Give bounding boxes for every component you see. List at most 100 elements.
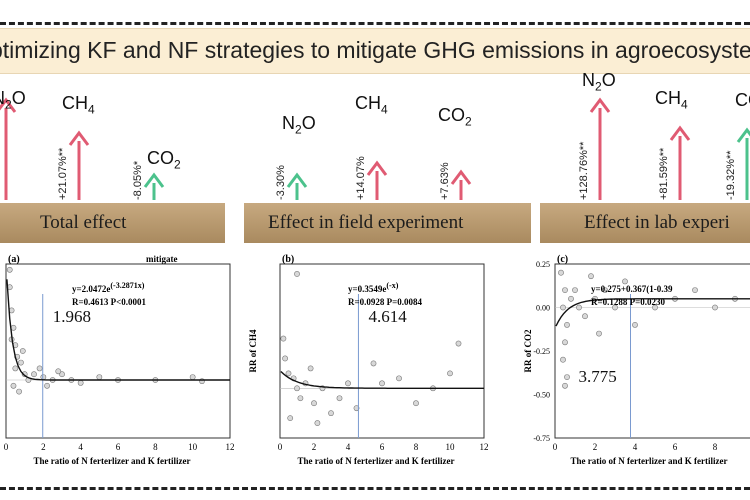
- gas-label: CO2: [735, 90, 750, 110]
- arrow-head: [143, 172, 165, 188]
- percent-change: -8.05%*: [132, 160, 144, 200]
- data-point: [19, 348, 26, 354]
- data-point: [562, 382, 568, 389]
- panel-label: (b): [282, 254, 294, 265]
- data-point: [6, 266, 13, 273]
- x-tick-label: 6: [673, 442, 678, 452]
- x-tick-label: 4: [346, 442, 351, 452]
- data-point: [36, 365, 43, 372]
- threshold-value: 1.968: [53, 307, 91, 326]
- fit-curve: [6, 279, 230, 381]
- y-tick-label: 0.00: [536, 304, 550, 313]
- y-tick-label: -0.75: [533, 434, 550, 443]
- data-point: [632, 322, 638, 328]
- gas-label: CO2: [438, 105, 472, 129]
- data-point: [353, 405, 360, 412]
- panel-label: (a): [8, 254, 20, 265]
- data-point: [564, 374, 570, 380]
- arrow-shaft: [295, 183, 299, 200]
- soil-band-total: Total effect: [0, 203, 225, 243]
- arrow-head: [0, 97, 17, 113]
- data-point: [345, 380, 351, 387]
- percent-change: -19.32%**: [725, 150, 737, 200]
- banner-title: ptimizing KF and NF strategies to mitiga…: [0, 37, 750, 63]
- gas-label: CH4: [655, 88, 688, 112]
- data-point: [560, 304, 566, 311]
- data-point: [564, 322, 570, 328]
- data-point: [18, 359, 24, 366]
- bottom-dashed-divider: [0, 487, 750, 490]
- x-tick-label: 10: [446, 442, 456, 452]
- title-banner: ptimizing KF and NF strategies to mitiga…: [0, 28, 750, 74]
- x-tick-label: 4: [78, 442, 83, 452]
- plot-frame: [5, 263, 231, 439]
- x-tick-label: 0: [553, 442, 558, 452]
- arrow-head: [736, 127, 750, 143]
- x-axis-label: The ratio of N ferterlizer and K fertili…: [33, 456, 190, 466]
- gas-label: N2O: [282, 113, 316, 137]
- arrow-head: [450, 169, 472, 185]
- x-tick-label: 8: [713, 442, 718, 452]
- gas-label: N2O: [582, 70, 616, 94]
- data-point: [285, 370, 292, 377]
- data-point: [294, 385, 300, 392]
- data-point: [379, 380, 385, 387]
- x-tick-label: 6: [380, 442, 385, 452]
- gas-label: N2O: [0, 88, 26, 112]
- percent-change: +81.59%**: [658, 147, 670, 200]
- fit-curve: [280, 370, 484, 389]
- soil-band-field: Effect in field experiment: [244, 203, 531, 243]
- data-point: [294, 271, 300, 277]
- top-dashed-divider: [0, 22, 750, 25]
- scatter-chart: (a) 0 2 4 6 8 10 12 The ratio of N ferterlizer a…: [4, 254, 235, 466]
- arrow-head: [286, 172, 308, 188]
- data-point: [31, 371, 37, 378]
- data-point: [297, 395, 304, 402]
- percent-change: +128.76%**: [578, 141, 590, 200]
- data-point: [652, 304, 658, 311]
- data-point: [396, 375, 402, 382]
- data-point: [40, 374, 47, 380]
- data-point: [328, 410, 334, 417]
- x-tick-label: 8: [153, 442, 158, 452]
- soil-label: Effect in field experiment: [268, 212, 464, 233]
- x-tick-label: 2: [312, 442, 317, 452]
- percent-change: +7.63%: [439, 162, 451, 200]
- x-tick-label: 6: [116, 442, 121, 452]
- y-tick-label: -0.25: [533, 347, 550, 356]
- gas-label: CH4: [355, 93, 388, 117]
- x-tick-label: 0: [278, 442, 283, 452]
- data-point: [562, 339, 568, 346]
- arrow-shaft: [745, 138, 749, 200]
- soil-label: Total effect: [40, 212, 127, 233]
- data-point: [77, 379, 84, 386]
- data-point: [55, 368, 62, 375]
- y-tick-label: -0.50: [533, 391, 550, 400]
- arrow-shaft: [459, 180, 463, 200]
- soil-band-lab: Effect in lab experi: [540, 203, 750, 243]
- soil-label: Effect in lab experi: [584, 212, 730, 233]
- percent-change: -3.30%: [275, 165, 287, 200]
- data-point: [16, 388, 22, 395]
- arrow-head: [68, 130, 90, 146]
- arrow-shaft: [152, 183, 156, 200]
- x-tick-label: 12: [480, 442, 489, 452]
- data-point: [692, 287, 698, 293]
- data-point: [596, 330, 602, 337]
- percent-change: +14.07%: [355, 156, 367, 200]
- data-point: [280, 335, 287, 342]
- plot-frame: [279, 263, 485, 439]
- arrow-head: [669, 125, 691, 141]
- x-tick-label: 0: [4, 442, 9, 452]
- data-point: [562, 287, 568, 293]
- x-tick-label: 10: [188, 442, 198, 452]
- data-point: [307, 365, 314, 372]
- data-point: [413, 400, 419, 407]
- arrow-shaft: [4, 108, 8, 200]
- data-point: [568, 295, 574, 302]
- panel-label: (c): [557, 254, 568, 265]
- mitigate-note: mitigate: [146, 254, 178, 264]
- fit-equation: y=0.3549e(-x): [348, 281, 399, 294]
- data-point: [622, 278, 628, 285]
